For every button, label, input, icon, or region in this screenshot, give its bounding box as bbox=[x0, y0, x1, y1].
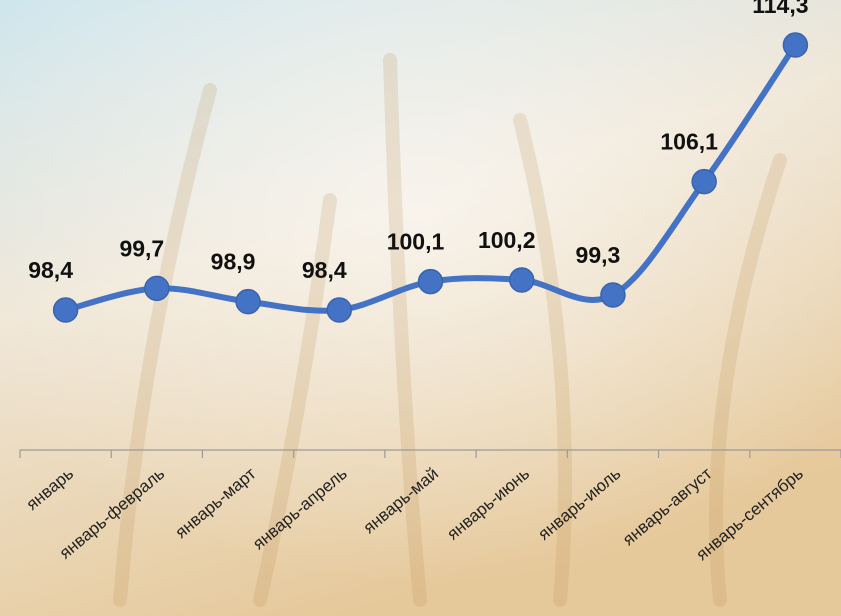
value-label: 98,4 bbox=[28, 257, 73, 283]
value-label: 99,3 bbox=[576, 242, 621, 268]
marker bbox=[691, 168, 717, 195]
value-label: 100,2 bbox=[478, 227, 536, 253]
value-label: 98,4 bbox=[302, 257, 347, 283]
marker bbox=[144, 275, 170, 302]
marker bbox=[52, 297, 79, 323]
marker bbox=[600, 282, 626, 308]
marker bbox=[417, 268, 444, 295]
value-label: 100,1 bbox=[387, 229, 445, 255]
value-label: 99,7 bbox=[119, 235, 164, 261]
value-label: 98,9 bbox=[211, 249, 256, 275]
marker bbox=[235, 288, 261, 315]
line bbox=[62, 42, 799, 314]
marker bbox=[508, 267, 535, 293]
marker bbox=[326, 297, 353, 323]
value-label: 106,1 bbox=[660, 129, 718, 155]
value-label: 114,3 bbox=[752, 0, 808, 18]
marker bbox=[782, 32, 809, 58]
wheat-decoration bbox=[113, 53, 787, 607]
